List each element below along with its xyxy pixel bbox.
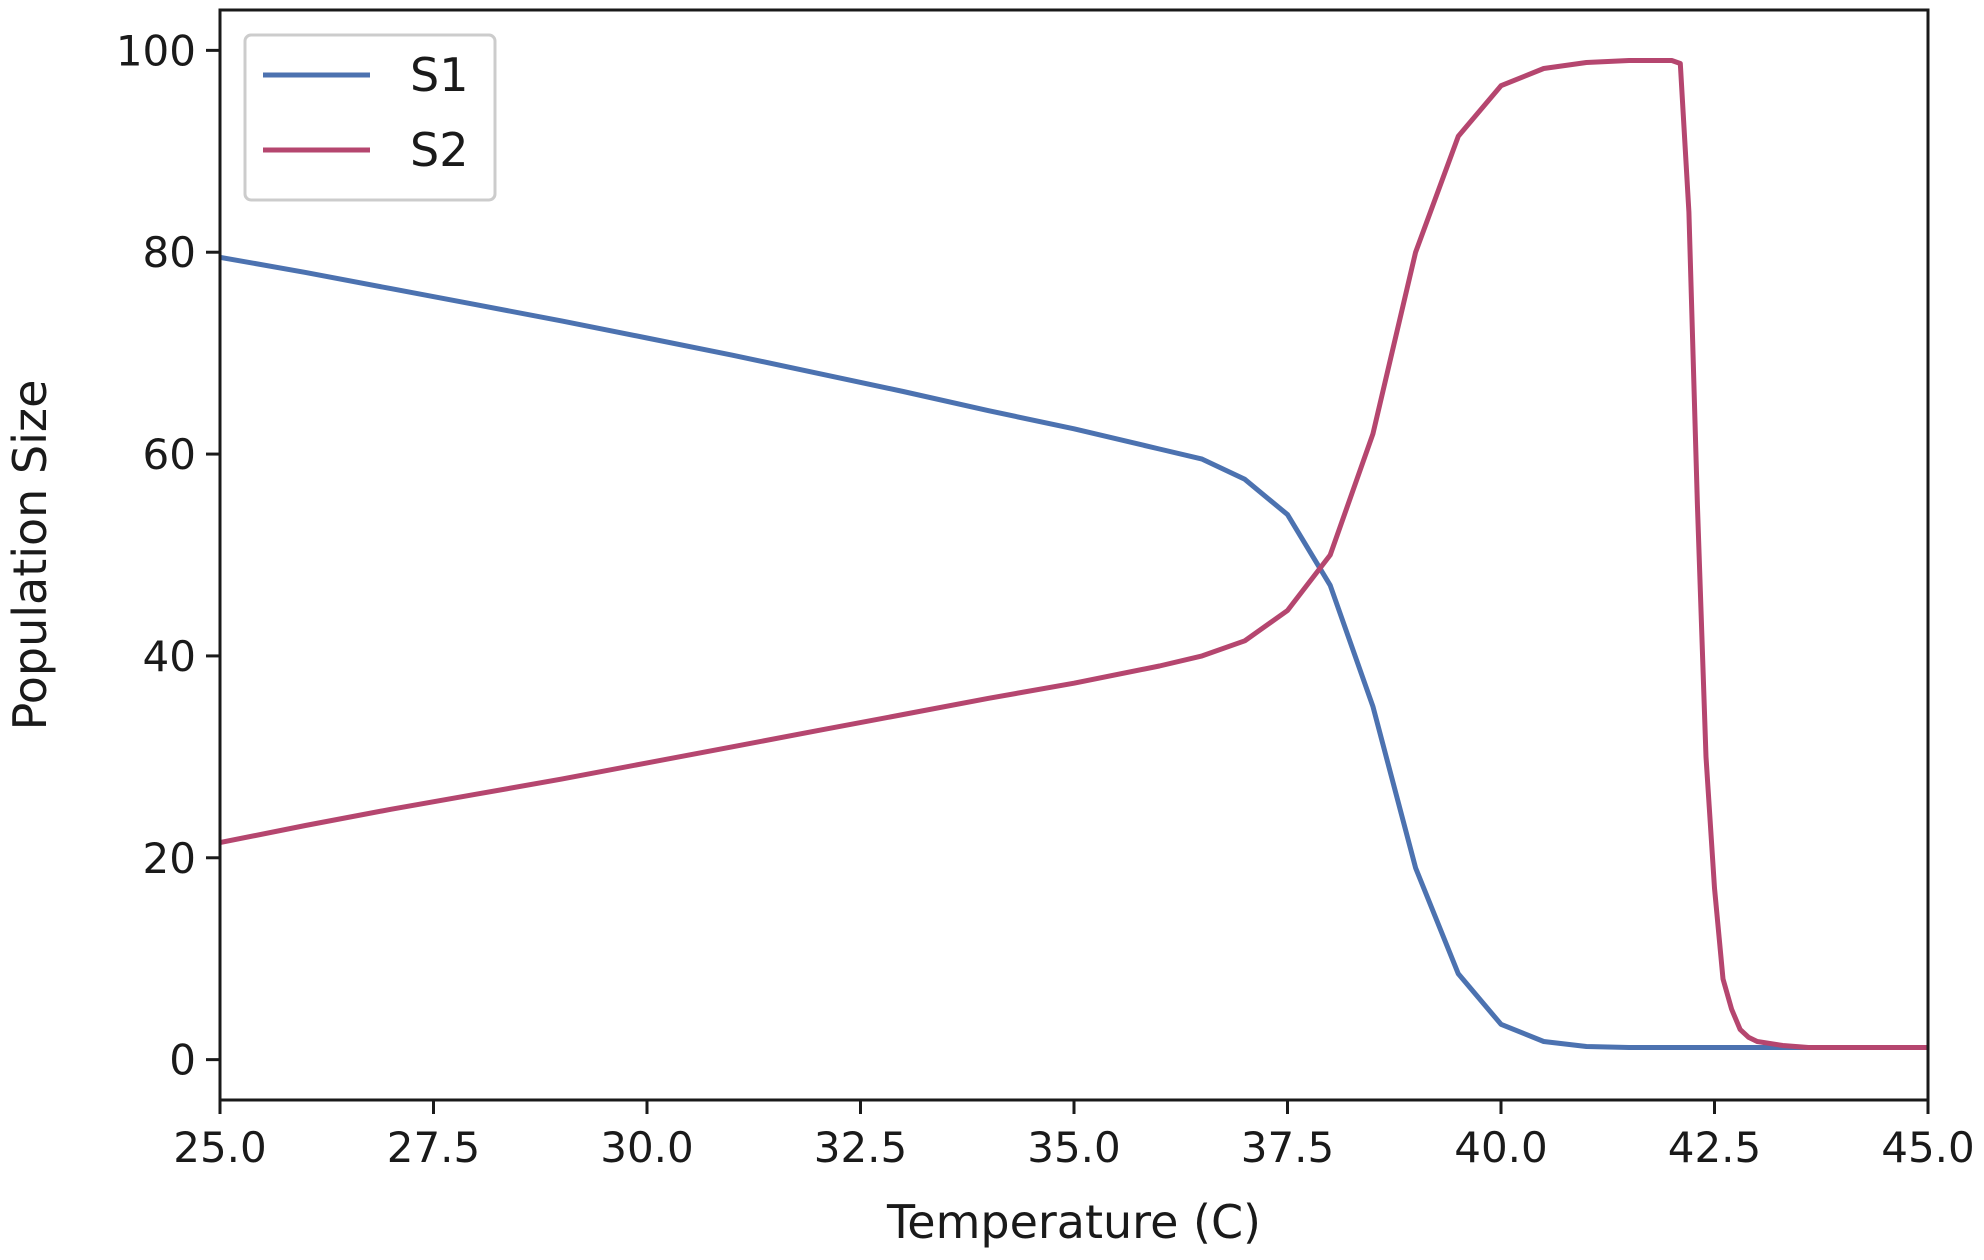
y-tick-label: 40 [143, 632, 196, 681]
y-tick-label: 100 [116, 26, 196, 75]
y-tick-label: 60 [143, 430, 196, 479]
series-line-s1 [220, 254, 1928, 1050]
x-axis-label: Temperature (C) [886, 1195, 1261, 1249]
y-tick-label: 20 [143, 834, 196, 883]
x-tick-label: 42.5 [1668, 1123, 1762, 1172]
y-tick-label: 0 [169, 1036, 196, 1085]
legend-label-s2: S2 [410, 123, 468, 177]
x-tick-label: 25.0 [173, 1123, 267, 1172]
x-tick-label: 45.0 [1881, 1123, 1975, 1172]
series-line-s2 [220, 58, 1928, 1050]
legend-label-s1: S1 [410, 48, 468, 102]
x-tick-label: 37.5 [1241, 1123, 1335, 1172]
y-axis-label: Population Size [3, 380, 57, 731]
x-tick-label: 27.5 [387, 1123, 481, 1172]
x-tick-label: 32.5 [814, 1123, 908, 1172]
x-tick-label: 40.0 [1454, 1123, 1548, 1172]
x-tick-label: 35.0 [1027, 1123, 1121, 1172]
x-tick-label: 30.0 [600, 1123, 694, 1172]
y-tick-label: 80 [143, 228, 196, 277]
